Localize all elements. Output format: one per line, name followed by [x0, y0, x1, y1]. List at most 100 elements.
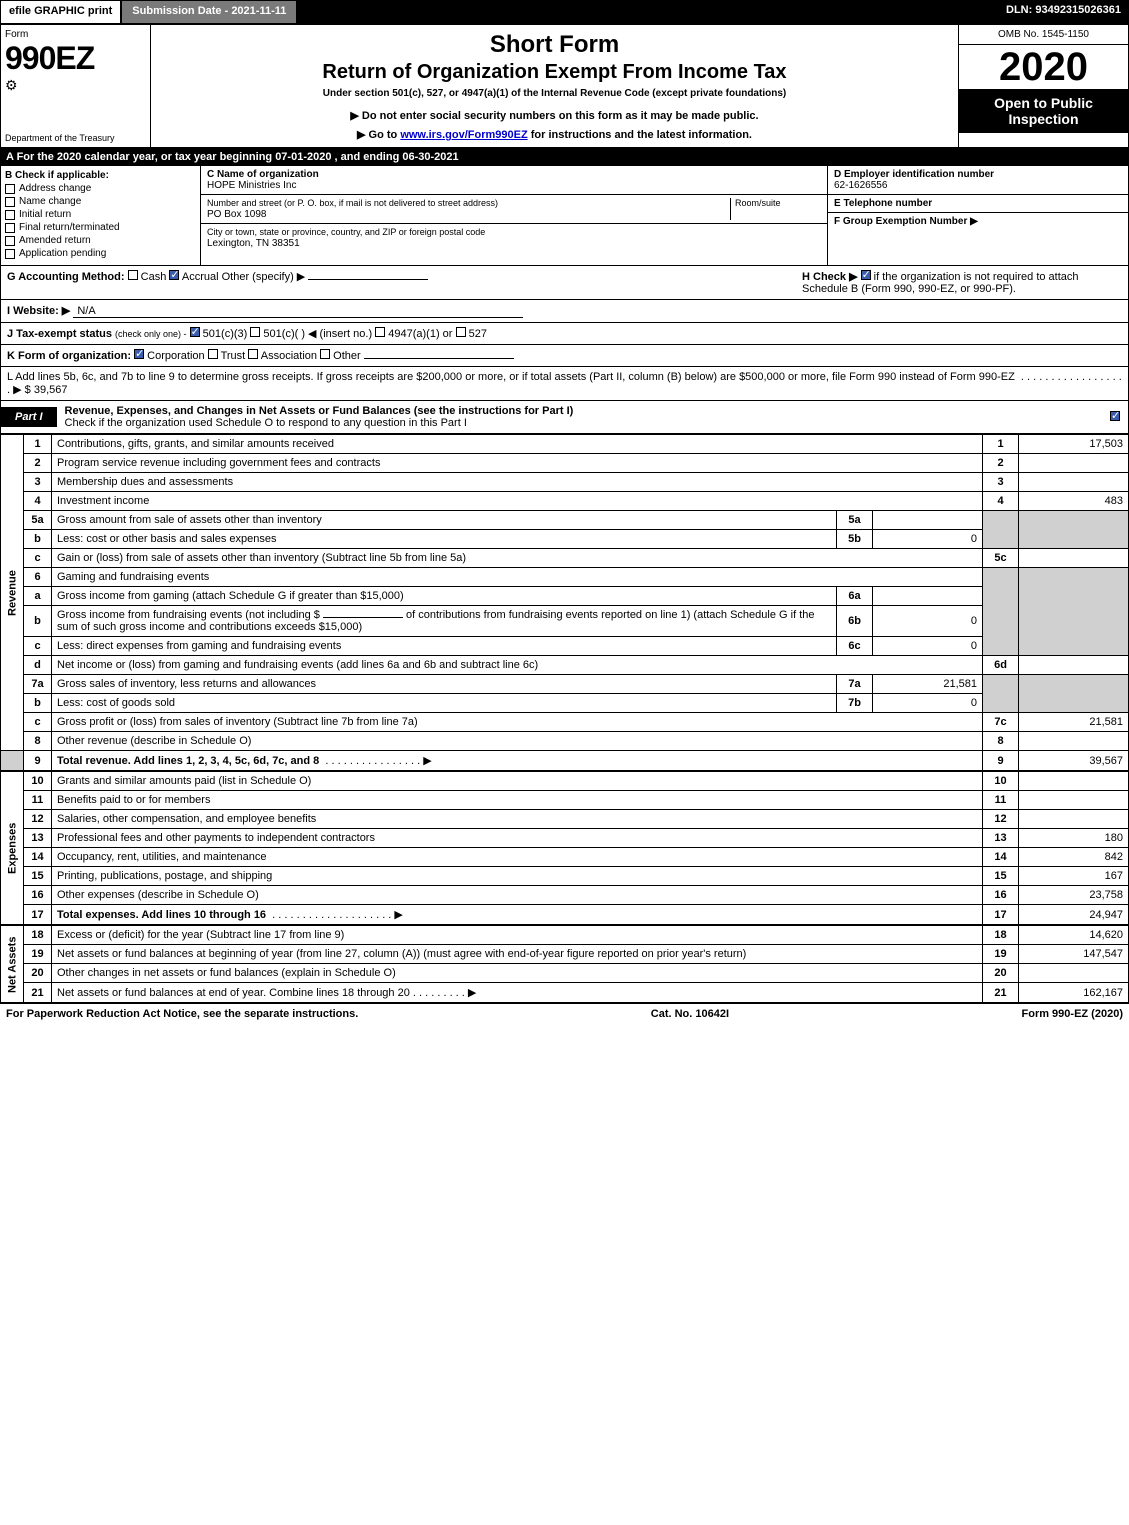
grey-cell: [983, 568, 1019, 656]
l-amount: 39,567: [34, 384, 68, 396]
org-name-row: C Name of organization HOPE Ministries I…: [201, 166, 827, 195]
k-label: K Form of organization:: [7, 350, 131, 362]
j-row: J Tax-exempt status (check only one) - 5…: [0, 323, 1129, 345]
chk-trust[interactable]: [208, 349, 218, 359]
line-ref: 1: [983, 435, 1019, 454]
tax-year: 2020: [959, 45, 1128, 89]
line-num: c: [24, 637, 52, 656]
part-i-label: Part I: [1, 407, 57, 427]
chk-corp[interactable]: [134, 349, 144, 359]
ssn-warning: ▶ Do not enter social security numbers o…: [161, 109, 948, 122]
period-bar: A For the 2020 calendar year, or tax yea…: [0, 148, 1129, 166]
line-desc: Contributions, gifts, grants, and simila…: [52, 435, 983, 454]
open-public: Open to Public Inspection: [959, 89, 1128, 133]
org-address: PO Box 1098: [207, 209, 266, 220]
grey-cell: [983, 511, 1019, 549]
chk-initial-return[interactable]: Initial return: [5, 209, 196, 220]
opt-trust: Trust: [221, 350, 246, 362]
b-title: B Check if applicable:: [5, 170, 196, 181]
sub-ref: 5b: [837, 530, 873, 549]
line-amt: [1019, 473, 1129, 492]
seal-icon: ⚙: [5, 77, 146, 94]
goto-post: for instructions and the latest informat…: [531, 129, 752, 141]
revenue-side-label: Revenue: [1, 435, 24, 751]
line-num: 3: [24, 473, 52, 492]
sub-amt: 0: [873, 694, 983, 713]
line-amt: 162,167: [1019, 983, 1129, 1003]
line-amt: 21,581: [1019, 713, 1129, 732]
chk-amended-return[interactable]: Amended return: [5, 235, 196, 246]
expenses-side-label: Expenses: [1, 772, 24, 925]
line-amt: [1019, 964, 1129, 983]
chk-final-return[interactable]: Final return/terminated: [5, 222, 196, 233]
chk-accrual[interactable]: [169, 270, 179, 280]
irs-link[interactable]: www.irs.gov/Form990EZ: [400, 129, 527, 141]
other-input[interactable]: [308, 279, 428, 280]
footer-left: For Paperwork Reduction Act Notice, see …: [6, 1008, 358, 1020]
sub-amt: [873, 587, 983, 606]
line-num: c: [24, 549, 52, 568]
department: Department of the Treasury: [5, 133, 115, 143]
line-desc: Gross amount from sale of assets other t…: [52, 511, 837, 530]
h-check: H Check ▶ if the organization is not req…: [802, 270, 1122, 295]
line-desc: Program service revenue including govern…: [52, 454, 983, 473]
grey-cell: [1019, 511, 1129, 549]
chk-527[interactable]: [456, 327, 466, 337]
table-row: b Less: cost of goods sold 7b 0: [1, 694, 1129, 713]
chk-other-org[interactable]: [320, 349, 330, 359]
chk-4947[interactable]: [375, 327, 385, 337]
section-c: C Name of organization HOPE Ministries I…: [201, 166, 828, 265]
line-num: 19: [24, 945, 52, 964]
line-amt: [1019, 549, 1129, 568]
chk-assoc[interactable]: [248, 349, 258, 359]
line-desc: Net assets or fund balances at beginning…: [52, 945, 983, 964]
top-bar: efile GRAPHIC print Submission Date - 20…: [0, 0, 1129, 24]
chk-501c3[interactable]: [190, 327, 200, 337]
org-city: Lexington, TN 38351: [207, 238, 300, 249]
accrual-label: Accrual: [182, 271, 219, 283]
line-ref: 19: [983, 945, 1019, 964]
line-ref: 8: [983, 732, 1019, 751]
line-num: c: [24, 713, 52, 732]
line-desc: Gross income from fundraising events (no…: [52, 606, 837, 637]
table-row: Revenue 1 Contributions, gifts, grants, …: [1, 435, 1129, 454]
info-grid: B Check if applicable: Address change Na…: [0, 166, 1129, 266]
chk-application-pending[interactable]: Application pending: [5, 248, 196, 259]
dept-line1: Department of the Treasury: [5, 133, 115, 143]
line-desc: Gross profit or (loss) from sales of inv…: [52, 713, 983, 732]
line-amt: 23,758: [1019, 886, 1129, 905]
right-header: OMB No. 1545-1150 2020 Open to Public In…: [958, 25, 1128, 147]
sub-amt: [873, 511, 983, 530]
netassets-side-label: Net Assets: [1, 926, 24, 1003]
line-ref: 6d: [983, 656, 1019, 675]
other-org-input[interactable]: [364, 358, 514, 359]
line-amt: [1019, 656, 1129, 675]
addr-label: Number and street (or P. O. box, if mail…: [207, 198, 498, 208]
ein-row: D Employer identification number 62-1626…: [828, 166, 1128, 195]
chk-cash[interactable]: [128, 270, 138, 280]
netassets-table: Net Assets 18 Excess or (deficit) for th…: [0, 925, 1129, 1003]
sub-amt: 21,581: [873, 675, 983, 694]
sub-amt: 0: [873, 637, 983, 656]
chk-schedule-o[interactable]: [1110, 411, 1120, 421]
name-label: C Name of organization: [207, 169, 319, 180]
form-id-cell: Form 990EZ ⚙ Department of the Treasury: [1, 25, 151, 147]
expenses-table: Expenses 10 Grants and similar amounts p…: [0, 771, 1129, 925]
table-row: 9 Total revenue. Add lines 1, 2, 3, 4, 5…: [1, 751, 1129, 771]
org-name: HOPE Ministries Inc: [207, 180, 296, 191]
line-ref: 16: [983, 886, 1019, 905]
contrib-input[interactable]: [323, 617, 403, 618]
line-ref: 11: [983, 791, 1019, 810]
line-num: 10: [24, 772, 52, 791]
chk-schedule-b[interactable]: [861, 270, 871, 280]
line-num: b: [24, 530, 52, 549]
chk-name-change[interactable]: Name change: [5, 196, 196, 207]
line-num: 7a: [24, 675, 52, 694]
city-row: City or town, state or province, country…: [201, 224, 827, 252]
line-num: 18: [24, 926, 52, 945]
line-desc: Salaries, other compensation, and employ…: [52, 810, 983, 829]
chk-501c[interactable]: [250, 327, 260, 337]
chk-address-change[interactable]: Address change: [5, 183, 196, 194]
line-desc: Membership dues and assessments: [52, 473, 983, 492]
line-desc: Gross income from gaming (attach Schedul…: [52, 587, 837, 606]
